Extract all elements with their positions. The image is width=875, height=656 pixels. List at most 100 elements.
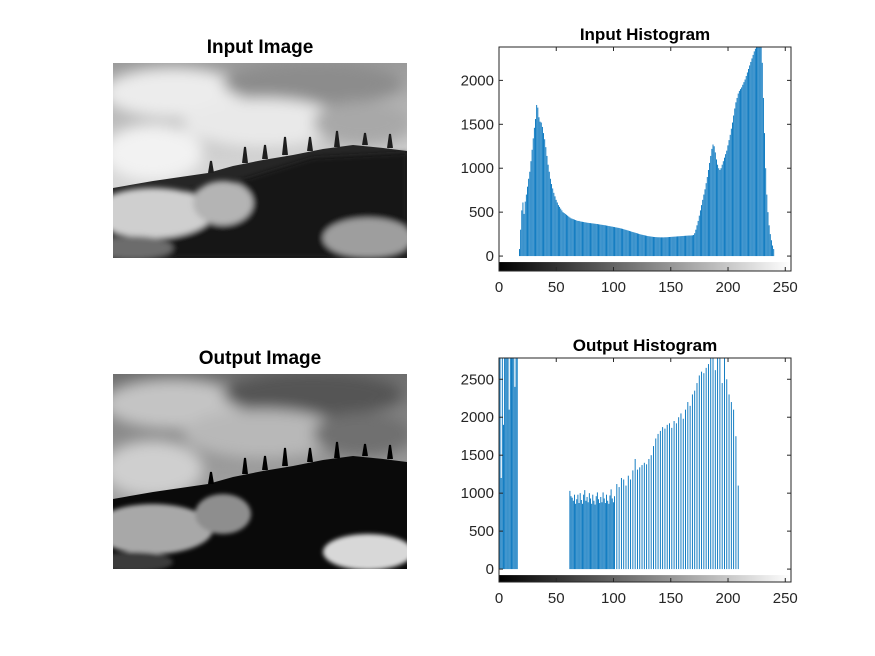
input-hist-bar	[615, 227, 617, 257]
output-hist-bar	[728, 394, 730, 570]
input-hist-bar	[727, 145, 729, 257]
input-axes-frame	[498, 46, 792, 272]
input-hist-bar	[761, 62, 763, 257]
input-hist-bar	[689, 235, 691, 257]
input-hist-bar	[572, 219, 574, 257]
output-hist-bar	[506, 358, 508, 570]
input-hist-bar	[764, 133, 765, 257]
output-hist-bar	[571, 497, 573, 570]
input-hist-bar	[640, 234, 642, 257]
input-hist-bar	[757, 47, 759, 257]
output-hist-bar	[577, 494, 579, 570]
output-hist-bar	[698, 375, 700, 570]
input-hist-bar	[726, 150, 728, 257]
input-hist-bar	[609, 226, 611, 257]
input-hist-bar	[533, 127, 535, 257]
output-hist-bar	[669, 423, 670, 570]
output-hist-bar	[602, 492, 604, 570]
input-hist-bar	[657, 237, 659, 257]
output-hist-bar	[733, 409, 735, 570]
input-hist-bar	[737, 93, 739, 257]
input-hist-bar	[729, 134, 731, 257]
output-hist-bar	[666, 424, 668, 570]
input-hist-bar	[568, 216, 570, 257]
output-hist-bar	[650, 455, 652, 570]
input-hist-bar	[632, 232, 634, 257]
input-hist-bar	[734, 108, 736, 257]
input-hist-bar	[560, 208, 562, 257]
input-hist-bar	[557, 205, 559, 257]
output-hist-bar	[572, 500, 574, 570]
input-hist-bar	[600, 224, 602, 257]
input-hist-bar	[618, 227, 620, 257]
output-hist-bar	[585, 500, 587, 570]
input-hist-bar	[547, 164, 549, 257]
input-hist-bar	[762, 97, 764, 257]
output-hist-bar	[657, 433, 659, 570]
output-hist-bar	[639, 467, 641, 570]
output-image	[113, 374, 407, 569]
input-hist-bar	[536, 104, 538, 257]
output-hist-bar	[620, 477, 622, 570]
input-hist-bar	[553, 192, 555, 257]
input-hist-bar	[699, 210, 701, 257]
input-hist-bar	[725, 154, 727, 257]
output-hist-bar	[584, 490, 586, 570]
output-hist-bar	[705, 367, 707, 570]
input-hist-bar	[691, 235, 693, 257]
output-hist-bar	[586, 496, 588, 570]
input-hist-bar	[654, 237, 656, 257]
output-hist-bar	[680, 413, 682, 570]
input-hist-bar	[546, 155, 548, 257]
output-hist-bar	[603, 498, 605, 570]
input-hist-bar	[521, 210, 523, 257]
input-hist-bar	[658, 237, 660, 257]
input-hist-bar	[626, 230, 628, 257]
output-hist-bar	[507, 358, 509, 570]
input-ytick-label: 1000	[461, 160, 494, 177]
output-hist-bar	[596, 492, 598, 570]
input-hist-bar	[638, 233, 640, 257]
output-hist-bar	[609, 495, 611, 570]
output-hist-bar	[500, 477, 502, 570]
input-hist-bar	[551, 184, 553, 257]
output-hist-bar	[694, 390, 696, 570]
input-hist-bar	[555, 199, 557, 257]
input-hist-bar	[740, 89, 741, 257]
input-hist-bar	[642, 234, 644, 257]
input-hist-bar	[634, 232, 636, 257]
input-image	[113, 63, 407, 258]
output-hist-bar	[499, 358, 501, 570]
input-hist-bar	[693, 234, 695, 257]
input-hist-bar	[732, 122, 733, 257]
input-hist-bar	[671, 236, 673, 257]
input-hist-bar	[678, 236, 680, 257]
input-hist-bar	[759, 47, 761, 257]
input-hist-bar	[701, 205, 703, 257]
output-xtick-label: 50	[548, 590, 565, 607]
output-hist-bar	[634, 458, 636, 570]
input-hist-bar	[614, 227, 615, 257]
input-hist-bar	[649, 236, 651, 257]
input-hist-bar	[570, 218, 572, 257]
input-hist-bar	[690, 235, 692, 257]
input-hist-bar	[685, 235, 686, 257]
output-hist-bar	[655, 438, 657, 570]
input-hist-bar	[768, 225, 770, 257]
input-hist-bar	[544, 139, 546, 257]
input-hist-bar	[686, 235, 688, 257]
input-hist-bar	[532, 138, 534, 257]
output-xtick-label: 200	[716, 590, 741, 607]
output-hist-bar	[717, 358, 719, 570]
input-hist-bar	[648, 236, 650, 257]
input-hist-bar	[677, 236, 678, 257]
output-xtick-label: 0	[495, 590, 503, 607]
output-hist-bar	[612, 502, 614, 570]
input-hist-bar	[552, 188, 554, 257]
input-hist-bar	[702, 199, 704, 257]
input-hist-bar	[687, 235, 689, 257]
output-hist-bar	[576, 499, 578, 570]
input-hist-bar	[674, 236, 676, 257]
output-hist-bar	[641, 465, 643, 570]
input-hist-bar	[529, 171, 531, 257]
